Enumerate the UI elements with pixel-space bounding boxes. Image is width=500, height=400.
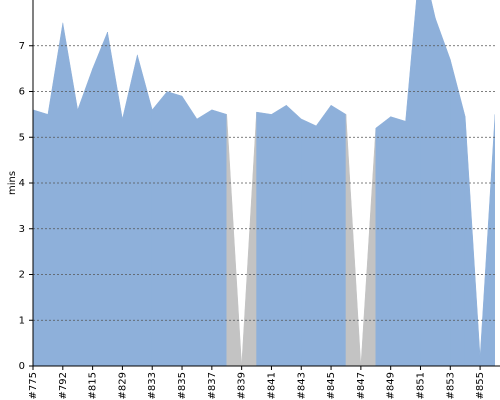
area-segment <box>107 31 123 366</box>
x-tick-label: #847 <box>356 372 367 399</box>
area-segment <box>256 111 272 366</box>
area-segment <box>92 31 108 366</box>
area-segment <box>33 109 49 366</box>
y-tick-label: 3 <box>19 224 25 235</box>
area-segment <box>435 18 451 366</box>
x-tick-label: #839 <box>237 372 248 399</box>
area-segment <box>211 109 227 366</box>
x-tick-label: #815 <box>88 372 99 399</box>
x-tick-label: #833 <box>147 372 158 399</box>
area-segment <box>360 128 377 366</box>
area-segment <box>241 112 257 366</box>
area-segment <box>226 114 242 366</box>
x-tick-label: #845 <box>326 372 337 399</box>
y-tick-label: 6 <box>19 87 25 98</box>
x-tick-label: #853 <box>445 372 456 399</box>
y-tick-label: 5 <box>19 132 25 143</box>
plot-area <box>33 0 495 366</box>
area-segment <box>271 104 287 366</box>
y-tick-label: 0 <box>19 361 25 372</box>
x-tick-label: #837 <box>207 372 218 399</box>
y-tick-label: 4 <box>19 178 25 189</box>
area-segment <box>301 118 317 366</box>
y-tick-label: 7 <box>19 41 25 52</box>
area-segment <box>181 95 198 366</box>
area-segment <box>196 109 213 366</box>
area-segment <box>315 104 332 366</box>
area-segment <box>375 116 391 366</box>
y-tick-label: 1 <box>19 315 25 326</box>
area-segment <box>330 104 347 366</box>
x-tick-label: #843 <box>296 372 307 399</box>
x-tick-label: #855 <box>475 372 486 399</box>
x-tick-label: #851 <box>415 372 426 399</box>
x-tick-label: #841 <box>266 372 277 399</box>
area-segment <box>62 22 78 366</box>
x-tick-label: #775 <box>28 372 39 399</box>
area-segment <box>47 22 64 366</box>
area-segment <box>390 116 406 366</box>
x-tick-label: #835 <box>177 372 188 399</box>
x-tick-label: #829 <box>117 372 128 399</box>
area-segment <box>77 68 93 366</box>
y-tick-label: 2 <box>19 270 25 281</box>
area-segment <box>286 104 302 366</box>
x-tick-label: #792 <box>58 372 69 399</box>
area-segment <box>345 114 362 366</box>
area-segment <box>464 116 481 366</box>
area-segment <box>122 54 138 366</box>
y-axis-label: mins <box>7 171 18 195</box>
area-segment <box>137 54 153 366</box>
x-tick-label: #849 <box>386 372 397 399</box>
area-segment <box>479 114 495 366</box>
